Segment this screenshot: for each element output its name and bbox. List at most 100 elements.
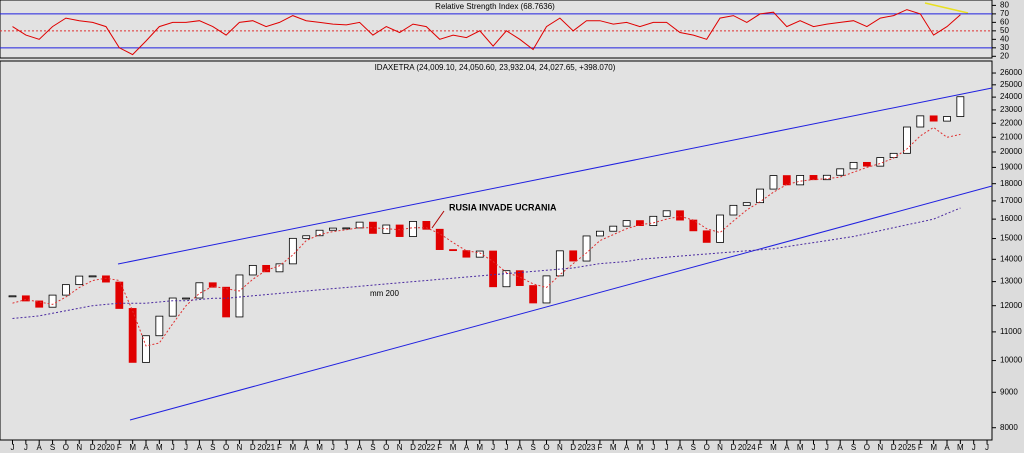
x-tick-label: F — [597, 443, 602, 452]
x-tick-label: D — [90, 443, 96, 452]
candle — [903, 126, 911, 154]
x-tick-label: M — [450, 443, 457, 452]
candle — [208, 282, 217, 288]
x-tick-label: A — [944, 443, 950, 452]
x-tick-label: J — [651, 443, 655, 452]
x-tick-label: A — [357, 443, 363, 452]
y-tick-label: 25000 — [1000, 80, 1023, 89]
candle — [75, 275, 84, 286]
x-tick-label: A — [197, 443, 203, 452]
candle — [115, 281, 124, 309]
candle — [475, 250, 484, 258]
x-tick-label: F — [437, 443, 442, 452]
candle — [315, 229, 324, 237]
candle — [622, 220, 631, 227]
x-tick-label: F — [758, 443, 763, 452]
candle — [422, 220, 431, 230]
y-tick-label: 15000 — [1000, 234, 1023, 243]
x-tick-label: S — [210, 443, 215, 452]
x-tick-label: 2020 — [97, 443, 115, 452]
y-tick-label: 30 — [1000, 43, 1009, 52]
x-tick-label: A — [143, 443, 149, 452]
x-tick-label: O — [223, 443, 229, 452]
candle — [863, 161, 871, 167]
x-tick-label: D — [570, 443, 576, 452]
candle — [462, 250, 471, 258]
y-tick-label: 10000 — [1000, 356, 1023, 365]
candle — [102, 275, 110, 283]
candle — [742, 202, 751, 206]
y-tick-label: 18000 — [1000, 179, 1023, 188]
x-tick-label: S — [50, 443, 55, 452]
candle — [609, 225, 618, 232]
candle — [342, 227, 351, 230]
y-tick-label: 40 — [1000, 34, 1009, 43]
y-tick-label: 11000 — [1000, 327, 1022, 336]
candle — [822, 174, 831, 181]
x-tick-label: A — [838, 443, 844, 452]
x-tick-label: J — [331, 443, 335, 452]
x-tick-label: M — [129, 443, 136, 452]
y-tick-label: 14000 — [1000, 254, 1023, 263]
y-tick-label: 12000 — [1000, 301, 1023, 310]
x-tick-label: 2022 — [417, 443, 435, 452]
annotation: RUSIA INVADE UCRANIA — [449, 202, 557, 212]
y-tick-label: 8000 — [1000, 423, 1018, 432]
series-line — [12, 9, 961, 56]
x-tick-label: F — [918, 443, 923, 452]
candle — [222, 286, 231, 318]
y-tick-label: 20 — [1000, 51, 1009, 60]
y-tick-label: 17000 — [1000, 196, 1023, 205]
candle — [916, 115, 925, 128]
x-tick-label: 2023 — [578, 443, 596, 452]
x-tick-label: M — [957, 443, 964, 452]
rsi-title: Relative Strength Index (68.7636) — [435, 2, 555, 11]
candle — [529, 285, 538, 304]
candle — [248, 264, 257, 276]
x-tick-label: S — [851, 443, 856, 452]
channel-lower — [129, 185, 993, 421]
price-panel — [0, 60, 993, 441]
candle — [489, 250, 498, 288]
y-tick-label: 16000 — [1000, 214, 1023, 223]
x-tick-label: A — [677, 443, 683, 452]
x-tick-label: N — [557, 443, 563, 452]
x-tick-label: J — [825, 443, 829, 452]
channel-upper — [117, 87, 993, 265]
candle — [235, 274, 244, 318]
y-tick-label: 24000 — [1000, 92, 1023, 101]
x-tick-label: S — [530, 443, 535, 452]
candle — [182, 297, 190, 300]
price-title: IDAXETRA (24,009.10, 24,050.60, 23,932.0… — [375, 63, 616, 72]
candle — [889, 152, 898, 158]
candle — [355, 221, 364, 229]
rsi-panel — [0, 0, 993, 59]
x-tick-label: J — [812, 443, 816, 452]
candle — [662, 210, 671, 217]
x-tick-label: D — [731, 443, 737, 452]
y-tick-label: 26000 — [1000, 68, 1023, 77]
x-tick-label: J — [972, 443, 976, 452]
annotation-arrow — [431, 210, 445, 229]
y-tick-label: 23000 — [1000, 105, 1023, 114]
candle — [769, 175, 778, 190]
candle — [676, 210, 684, 221]
candle — [128, 308, 137, 363]
x-tick-label: J — [504, 443, 508, 452]
candle — [155, 315, 164, 337]
x-tick-label: M — [770, 443, 777, 452]
candle — [796, 175, 805, 186]
rsi-trendline — [924, 2, 969, 14]
x-tick-label: N — [76, 443, 82, 452]
candle — [88, 275, 97, 278]
x-tick-label: J — [491, 443, 495, 452]
x-tick-label: A — [517, 443, 523, 452]
candle — [729, 204, 738, 216]
candle — [702, 230, 711, 243]
x-tick-label: A — [304, 443, 310, 452]
y-tick-label: 50 — [1000, 26, 1009, 35]
candle — [716, 214, 724, 243]
y-tick-label: 60 — [1000, 17, 1009, 26]
